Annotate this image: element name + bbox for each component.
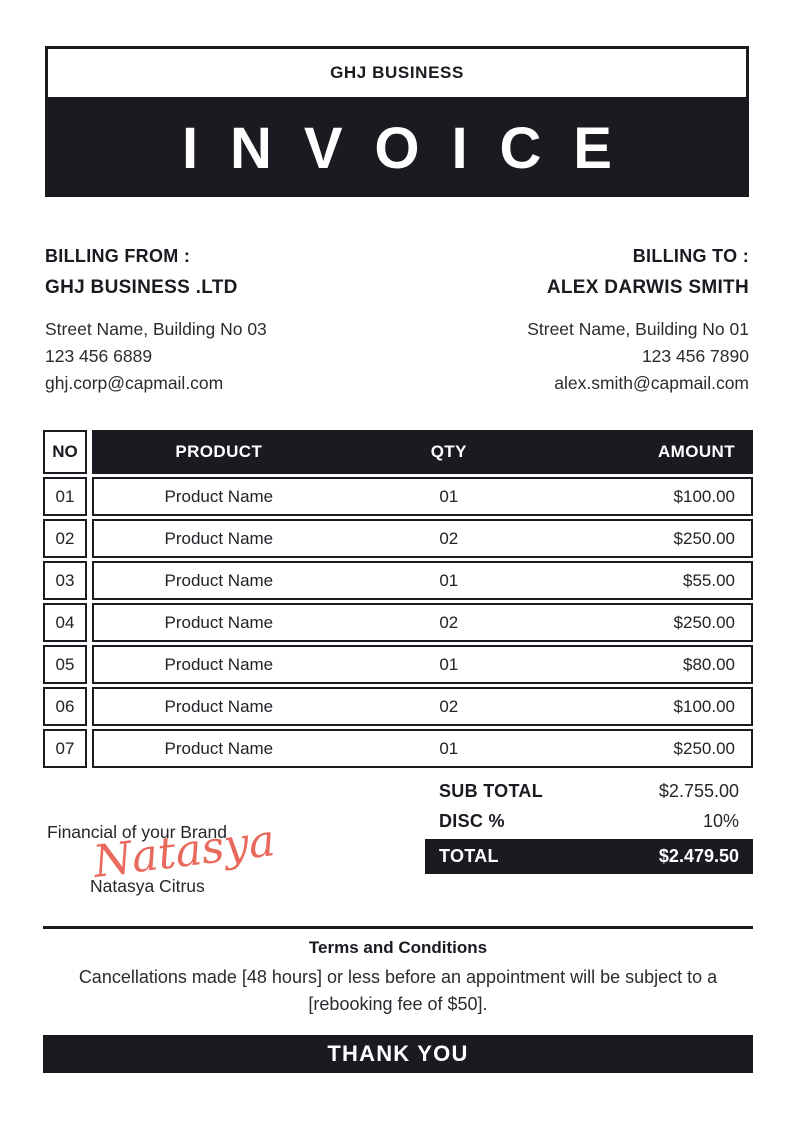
divider-line — [43, 926, 753, 929]
invoice-title-band: INVOICE — [45, 100, 749, 197]
billing-to-email: alex.smith@capmail.com — [554, 373, 749, 393]
discount-row: DISC % 10% — [425, 806, 753, 836]
row-no: 03 — [43, 561, 87, 600]
row-qty: 01 — [439, 486, 459, 506]
billing-from-label: BILLING FROM : — [45, 246, 191, 266]
row-main: Product Name 02 $250.00 — [92, 603, 753, 642]
row-main: Product Name 02 $250.00 — [92, 519, 753, 558]
row-main: Product Name 01 $100.00 — [92, 477, 753, 516]
header-main: PRODUCT QTY AMOUNT — [92, 430, 753, 474]
subtotal-label: SUB TOTAL — [439, 780, 544, 801]
row-amount: $250.00 — [673, 612, 735, 632]
row-product: Product Name — [164, 570, 274, 590]
row-qty: 01 — [439, 738, 459, 758]
terms-body: Cancellations made [48 hours] or less be… — [78, 967, 718, 1014]
billing-to-details: Street Name, Building No 01 123 456 7890… — [527, 316, 749, 397]
row-product: Product Name — [164, 486, 274, 506]
billing-to-label: BILLING TO : — [632, 246, 749, 266]
row-amount: $100.00 — [673, 486, 735, 506]
row-amount: $250.00 — [673, 738, 735, 758]
table-row: 04 Product Name 02 $250.00 — [43, 603, 753, 642]
total-value: $2.479.50 — [658, 846, 739, 866]
row-product: Product Name — [164, 654, 274, 674]
subtotal-value: $2.755.00 — [658, 780, 739, 801]
row-main: Product Name 01 $250.00 — [92, 729, 753, 768]
row-amount: $100.00 — [673, 696, 735, 716]
table-row: 03 Product Name 01 $55.00 — [43, 561, 753, 600]
items-table: NO PRODUCT QTY AMOUNT 01 Product Name 01… — [43, 430, 753, 768]
table-row: 07 Product Name 01 $250.00 — [43, 729, 753, 768]
row-qty: 01 — [439, 654, 459, 674]
row-product: Product Name — [164, 696, 274, 716]
row-main: Product Name 01 $80.00 — [92, 645, 753, 684]
row-qty: 02 — [439, 612, 459, 632]
row-amount: $55.00 — [682, 570, 735, 590]
discount-label: DISC % — [439, 810, 505, 831]
row-product: Product Name — [164, 612, 274, 632]
billing-from-email: ghj.corp@capmail.com — [45, 373, 224, 393]
row-no: 05 — [43, 645, 87, 684]
row-amount: $80.00 — [682, 654, 735, 674]
company-name-band: GHJ BUSINESS — [45, 46, 749, 100]
invoice-title: INVOICE — [182, 116, 644, 181]
company-name: GHJ BUSINESS — [330, 63, 464, 82]
table-row: 05 Product Name 01 $80.00 — [43, 645, 753, 684]
thank-you-text: THANK YOU — [327, 1041, 469, 1066]
row-no: 04 — [43, 603, 87, 642]
table-row: 01 Product Name 01 $100.00 — [43, 477, 753, 516]
row-qty: 01 — [439, 570, 459, 590]
total-label: TOTAL — [439, 846, 499, 866]
signature-caption: Financial of your Brand — [47, 822, 227, 842]
row-product: Product Name — [164, 738, 274, 758]
row-main: Product Name 02 $100.00 — [92, 687, 753, 726]
total-row: TOTAL $2.479.50 — [425, 839, 753, 874]
billing-to-phone: 123 456 7890 — [641, 346, 749, 366]
row-qty: 02 — [439, 528, 459, 548]
row-amount: $250.00 — [673, 528, 735, 548]
billing-section: BILLING FROM : GHJ BUSINESS .LTD Street … — [45, 246, 749, 397]
table-header-row: NO PRODUCT QTY AMOUNT — [43, 430, 753, 474]
row-no: 02 — [43, 519, 87, 558]
terms-title: Terms and Conditions — [308, 938, 488, 957]
billing-to-address: Street Name, Building No 01 — [527, 319, 749, 339]
billing-from-phone: 123 456 6889 — [45, 346, 153, 366]
billing-to: BILLING TO : ALEX DARWIS SMITH Street Na… — [527, 246, 749, 397]
header-amount: AMOUNT — [657, 442, 735, 461]
row-no: 01 — [43, 477, 87, 516]
totals-section: SUB TOTAL $2.755.00 DISC % 10% TOTAL $2.… — [425, 776, 753, 874]
discount-value: 10% — [702, 810, 739, 831]
table-row: 06 Product Name 02 $100.00 — [43, 687, 753, 726]
header-product: PRODUCT — [175, 442, 263, 461]
billing-from-name: GHJ BUSINESS .LTD — [45, 277, 238, 298]
header-no: NO — [43, 430, 87, 474]
signature-block: Financial of your Brand Natasya Natasya … — [45, 815, 345, 920]
billing-to-name: ALEX DARWIS SMITH — [546, 277, 749, 298]
billing-from-details: Street Name, Building No 03 123 456 6889… — [45, 316, 267, 397]
subtotal-row: SUB TOTAL $2.755.00 — [425, 776, 753, 806]
row-product: Product Name — [164, 528, 274, 548]
row-no: 07 — [43, 729, 87, 768]
row-qty: 02 — [439, 696, 459, 716]
row-no: 06 — [43, 687, 87, 726]
row-main: Product Name 01 $55.00 — [92, 561, 753, 600]
invoice-header: GHJ BUSINESS INVOICE — [45, 46, 749, 197]
terms-section: Terms and Conditions Cancellations made … — [43, 938, 753, 1018]
thank-you-band: THANK YOU — [43, 1035, 753, 1073]
billing-from-address: Street Name, Building No 03 — [45, 319, 267, 339]
table-row: 02 Product Name 02 $250.00 — [43, 519, 753, 558]
header-qty: QTY — [430, 442, 467, 461]
signature-name: Natasya Citrus — [90, 876, 205, 896]
billing-from: BILLING FROM : GHJ BUSINESS .LTD Street … — [45, 246, 267, 397]
